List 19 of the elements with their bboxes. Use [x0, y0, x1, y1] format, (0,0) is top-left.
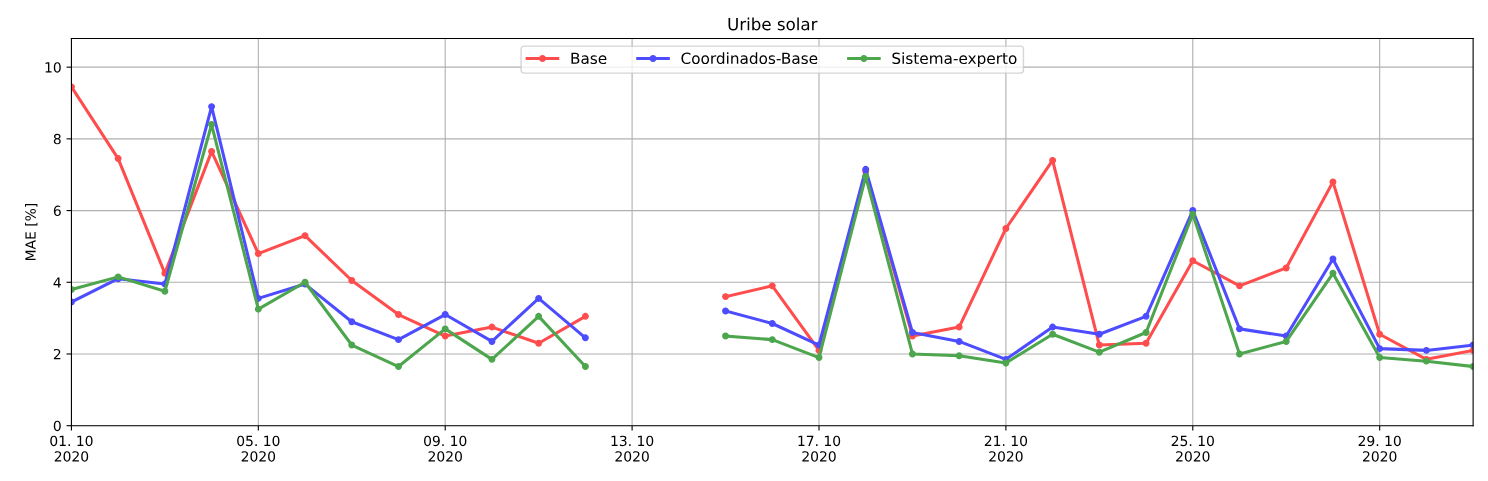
x-tick-label: 01. 10 2020 — [50, 435, 93, 462]
y-tick-label: 8 — [53, 133, 61, 145]
chart-title: Uribe solar — [728, 17, 818, 31]
y-tick-label: 4 — [53, 277, 61, 288]
legend-label: Sistema-experto — [892, 52, 1017, 68]
y-axis-title: MAE [%] — [25, 203, 38, 261]
x-tick-label: 13. 10 2020 — [611, 435, 654, 462]
x-tick-label: 05. 10 2020 — [237, 435, 280, 462]
y-tick-label: 0 — [53, 420, 61, 432]
x-tick-label: 29. 10 2020 — [1358, 435, 1401, 462]
legend-label: Base — [571, 52, 607, 65]
y-tick-label: 6 — [53, 205, 61, 217]
y-tick-label: 2 — [53, 348, 61, 360]
x-tick-label: 17. 10 2020 — [798, 435, 841, 462]
x-tick-label: 09. 10 2020 — [424, 435, 467, 462]
y-tick-label: 10 — [45, 62, 61, 73]
legend-label: Coordinados-Base — [681, 52, 818, 65]
x-tick-label: 21. 10 2020 — [984, 435, 1028, 462]
x-tick-label: 25. 10 2020 — [1171, 435, 1214, 462]
